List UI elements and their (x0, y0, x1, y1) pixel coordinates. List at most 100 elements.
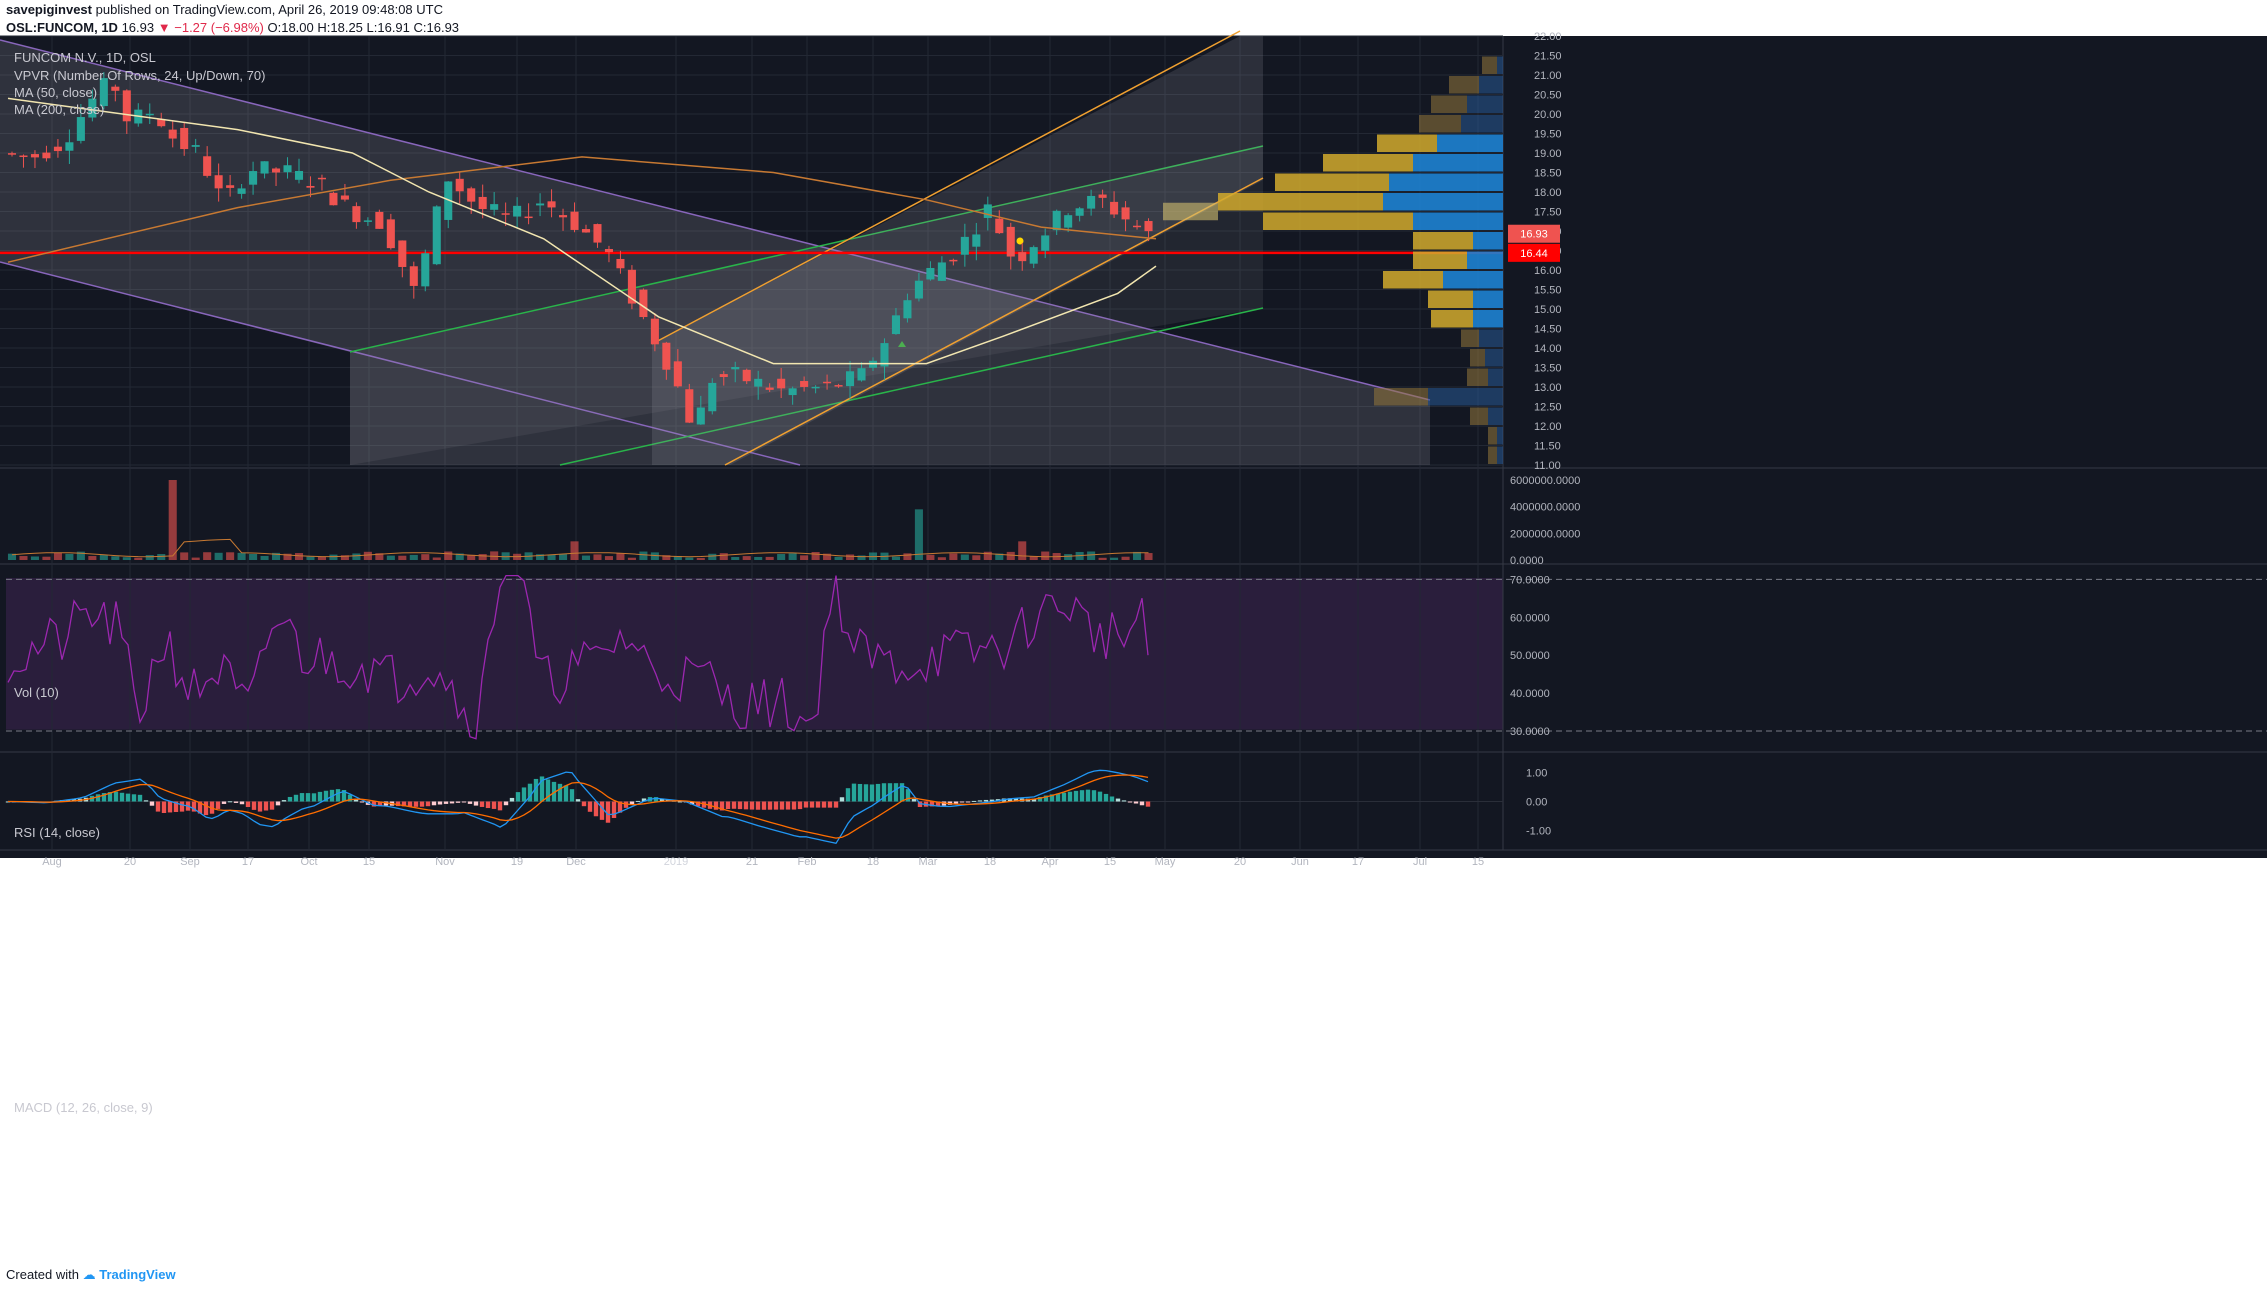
price-tick-22: 11.00 (1534, 460, 1561, 472)
candle-88 (1018, 252, 1027, 262)
macd-hist-185 (1115, 798, 1121, 802)
candle-87 (1006, 226, 1015, 257)
candle-79 (914, 280, 923, 299)
macd-hist-103 (623, 801, 629, 808)
macd-hist-136 (821, 801, 827, 808)
vpvr-down-16 (1488, 368, 1503, 386)
macd-hist-184 (1109, 796, 1115, 802)
macd-hist-175 (1055, 793, 1061, 802)
volume-bar-67 (777, 554, 786, 560)
macd-hist-87 (527, 783, 533, 802)
last-price: 16.93 (121, 20, 155, 35)
macd-hist-67 (407, 801, 413, 807)
candle-40 (467, 188, 476, 202)
candle-49 (570, 211, 579, 230)
macd-hist-74 (449, 801, 455, 804)
macd-hist-82 (497, 801, 503, 811)
macd-hist-190 (1145, 801, 1151, 807)
macd-hist-140 (845, 788, 851, 802)
candle-17 (203, 156, 212, 176)
price-tick-14: 15.00 (1534, 304, 1562, 316)
volume-bar-57 (662, 555, 671, 560)
candle-32 (375, 211, 384, 229)
macd-hist-182 (1097, 791, 1103, 802)
volume-bar-99 (1144, 553, 1153, 560)
volume-bar-81 (937, 557, 946, 560)
macd-hist-118 (713, 801, 719, 810)
volume-bar-10 (122, 557, 131, 560)
candle-34 (398, 240, 407, 267)
volume-bar-79 (914, 509, 923, 560)
macd-hist-17 (107, 792, 113, 802)
macd-hist-148 (893, 783, 899, 802)
time-tick-6: Nov (435, 856, 455, 868)
macd-hist-104 (629, 801, 635, 804)
vpvr-down-8 (1413, 212, 1503, 230)
macd-hist-91 (551, 781, 557, 802)
candle-28 (329, 192, 338, 206)
macd-hist-43 (263, 801, 269, 811)
vpvr-up-10 (1413, 251, 1467, 269)
volume-bar-11 (134, 557, 143, 560)
macd-hist-146 (881, 783, 887, 802)
macd-hist-56 (341, 789, 347, 802)
vpvr-down-2 (1467, 95, 1503, 113)
macd-hist-16 (101, 793, 107, 802)
candle-69 (800, 381, 809, 387)
volume-bar-22 (260, 555, 269, 560)
volume-bar-16 (191, 557, 200, 560)
time-tick-8: Dec (566, 856, 586, 868)
candle-20 (237, 188, 246, 194)
vpvr-down-0 (1497, 56, 1503, 74)
vpvr-down-7 (1383, 193, 1503, 211)
volume-bar-7 (88, 556, 97, 560)
candle-86 (995, 218, 1004, 234)
macd-hist-173 (1043, 795, 1049, 802)
vpvr-up-12 (1428, 290, 1473, 308)
rsi-line (7, 574, 1149, 740)
candle-23 (272, 168, 281, 173)
price-tick-17: 13.50 (1534, 363, 1562, 375)
macd-hist-130 (785, 801, 791, 810)
macd-hist-47 (287, 796, 293, 802)
volume-bar-2 (30, 556, 39, 560)
vpvr-up-13 (1431, 310, 1473, 328)
volume-bar-59 (685, 557, 694, 560)
candle-53 (616, 258, 625, 269)
time-tick-0: Aug (42, 856, 62, 868)
price-tick-13: 15.50 (1534, 285, 1562, 297)
price-tick-0: 22.00 (1534, 31, 1562, 43)
candle-18 (214, 175, 223, 189)
volume-bar-65 (754, 556, 763, 560)
time-tick-14: 18 (984, 856, 996, 868)
volume-bar-32 (375, 553, 384, 560)
price-tick-5: 19.50 (1534, 129, 1562, 141)
candle-43 (501, 213, 510, 215)
price-tick-4: 20.00 (1534, 109, 1562, 121)
time-tick-5: 15 (363, 856, 375, 868)
macd-hist-79 (479, 801, 485, 807)
macd-hist-10 (65, 799, 71, 802)
price-change: −1.27 (−6.98%) (174, 20, 264, 35)
volume-bar-92 (1064, 554, 1073, 560)
vpvr-down-15 (1485, 349, 1503, 367)
macd-hist-98 (593, 801, 599, 817)
macd-hist-115 (695, 801, 701, 807)
candle-74 (857, 368, 866, 381)
vpvr-up-9 (1413, 232, 1473, 250)
volume-bar-46 (536, 554, 545, 560)
macd-hist-26 (161, 801, 167, 814)
macd-hist-75 (455, 801, 461, 803)
macd-hist-85 (515, 792, 521, 802)
macd-hist-77 (467, 801, 473, 804)
volume-tick-2: 2000000.0000 (1510, 528, 1580, 540)
macd-hist-123 (743, 801, 749, 810)
vpvr-up-20 (1488, 446, 1497, 464)
candle-21 (249, 171, 258, 185)
candle-99 (1144, 221, 1153, 232)
volume-bar-95 (1098, 557, 1107, 560)
price-tick-20: 12.00 (1534, 421, 1562, 433)
candle-50 (581, 229, 591, 233)
volume-bar-31 (363, 551, 372, 560)
